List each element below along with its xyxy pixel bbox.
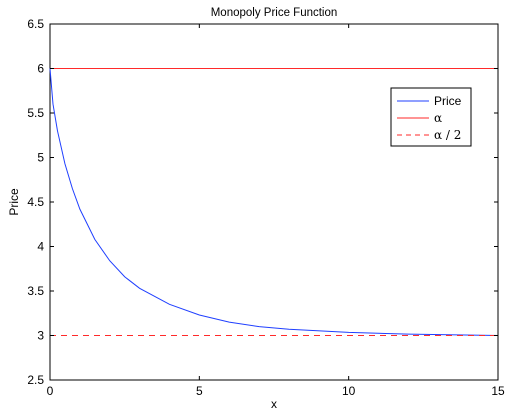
x-tick-label: 0 <box>47 384 54 398</box>
y-axis-label: Price <box>7 188 21 216</box>
y-tick-label: 3.5 <box>27 284 44 298</box>
legend-label-price: Price <box>434 94 462 108</box>
y-tick-label: 4.5 <box>27 195 44 209</box>
tick-layer: 0 5 10 15 2.5 3 3.5 4 4.5 5 5.5 6 6.5 <box>27 17 505 398</box>
x-tick-label: 10 <box>342 384 356 398</box>
legend-label-half-alpha: α / 2 <box>434 128 461 142</box>
x-tick-label: 15 <box>491 384 505 398</box>
y-tick-label: 6 <box>37 62 44 76</box>
y-tick-label: 3 <box>37 329 44 343</box>
legend-box <box>390 87 472 147</box>
x-axis-label: x <box>271 397 277 411</box>
chart-title: Monopoly Price Function <box>211 7 338 19</box>
y-tick-label: 5 <box>37 151 44 165</box>
y-tick-label: 2.5 <box>27 373 44 387</box>
series-layer <box>49 68 499 336</box>
legend-label-alpha: α <box>434 111 442 125</box>
y-tick-label: 4 <box>37 240 44 254</box>
x-tick-label: 5 <box>196 384 203 398</box>
series-line-price <box>49 68 499 336</box>
plot-area <box>49 23 499 381</box>
y-tick-label: 5.5 <box>27 106 44 120</box>
y-tick-label: 6.5 <box>27 17 44 31</box>
legend: Price α α / 2 <box>390 87 472 147</box>
